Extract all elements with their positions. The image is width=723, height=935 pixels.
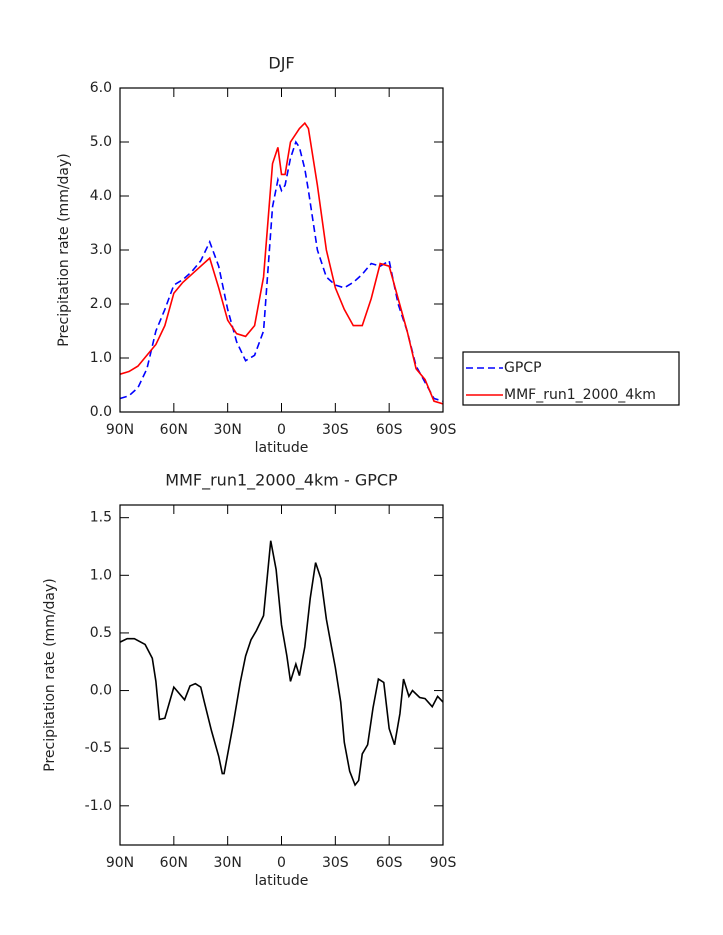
y-tick-label: 1.0 bbox=[90, 350, 112, 366]
x-axis-label: latitude bbox=[255, 440, 309, 456]
x-tick-label: 60N bbox=[160, 855, 188, 871]
x-tick-label: 30S bbox=[322, 422, 349, 438]
chart-title: MMF_run1_2000_4km - GPCP bbox=[165, 471, 398, 491]
y-tick-label: 0.0 bbox=[90, 683, 112, 699]
x-tick-label: 90N bbox=[106, 422, 134, 438]
x-tick-label: 30S bbox=[322, 855, 349, 871]
x-tick-label: 60S bbox=[376, 855, 403, 871]
y-tick-label: 6.0 bbox=[90, 80, 112, 96]
x-tick-label: 90S bbox=[430, 855, 457, 871]
legend-label: MMF_run1_2000_4km bbox=[504, 387, 656, 403]
y-tick-label: 5.0 bbox=[90, 134, 112, 150]
y-tick-label: 3.0 bbox=[90, 242, 112, 258]
y-tick-label: 2.0 bbox=[90, 296, 112, 312]
y-axis-label: Precipitation rate (mm/day) bbox=[56, 153, 72, 347]
x-axis-label: latitude bbox=[255, 873, 309, 889]
legend-label: GPCP bbox=[504, 360, 542, 376]
y-axis-label: Precipitation rate (mm/day) bbox=[42, 578, 58, 772]
data-line bbox=[119, 540, 444, 787]
x-tick-label: 60S bbox=[376, 422, 403, 438]
x-tick-label: 90N bbox=[106, 855, 134, 871]
legend-box bbox=[462, 351, 680, 406]
y-tick-label: -1.0 bbox=[85, 798, 112, 814]
x-tick-label: 30N bbox=[214, 422, 242, 438]
y-tick-label: -0.5 bbox=[85, 740, 112, 756]
x-tick-label: 0 bbox=[277, 422, 286, 438]
data-line bbox=[119, 140, 444, 402]
x-tick-label: 30N bbox=[214, 855, 242, 871]
plot-frame bbox=[119, 504, 444, 846]
y-tick-label: 1.5 bbox=[90, 510, 112, 526]
plot-frame bbox=[119, 87, 444, 413]
y-tick-label: 0.0 bbox=[90, 404, 112, 420]
x-tick-label: 90S bbox=[430, 422, 457, 438]
x-tick-label: 60N bbox=[160, 422, 188, 438]
y-tick-label: 4.0 bbox=[90, 188, 112, 204]
data-line bbox=[119, 121, 444, 405]
x-tick-label: 0 bbox=[277, 855, 286, 871]
y-tick-label: 1.0 bbox=[90, 567, 112, 583]
chart-title: DJF bbox=[268, 54, 294, 73]
y-tick-label: 0.5 bbox=[90, 625, 112, 641]
